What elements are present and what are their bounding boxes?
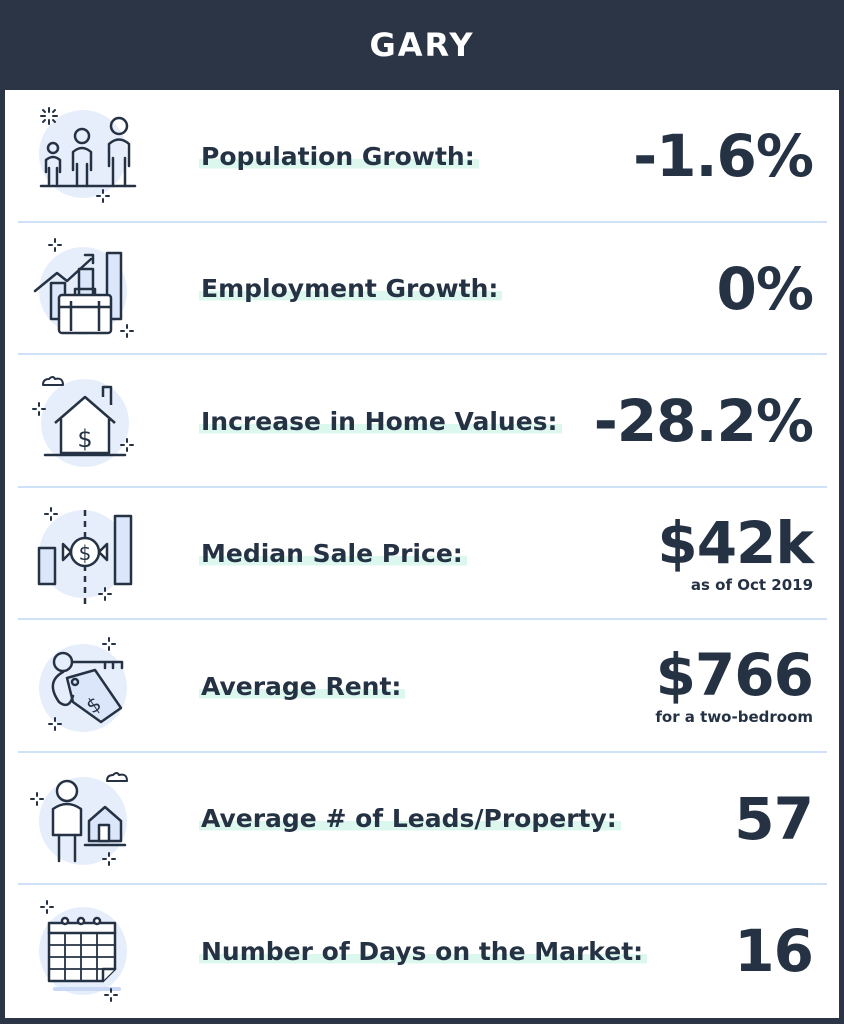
- svg-text:$: $: [79, 541, 92, 565]
- briefcase-chart-icon: [27, 235, 139, 343]
- people-icon: [27, 102, 139, 210]
- stat-note: as of Oct 2019: [690, 575, 813, 594]
- svg-text:$: $: [77, 425, 92, 453]
- stat-row-leads: Average # of Leads/Property: 57: [5, 753, 839, 886]
- stat-note: for a two-bedroom: [655, 708, 813, 727]
- stat-value: $42k: [657, 508, 814, 577]
- stat-row-median-price: $ Median Sale Price: $42k as of Oct 2019: [5, 488, 839, 621]
- stat-value: 0%: [716, 254, 814, 323]
- stat-value: -28.2%: [593, 387, 814, 456]
- stat-row-home-values: $ Increase in Home Values: -28.2%: [5, 355, 839, 488]
- house-dollar-icon: $: [27, 367, 139, 475]
- stat-row-employment: Employment Growth: 0%: [5, 223, 839, 356]
- calendar-icon: [27, 897, 139, 1005]
- stat-label: Population Growth:: [199, 141, 479, 171]
- stat-value: $766: [655, 641, 814, 710]
- stat-value-group: $766 for a two-bedroom: [655, 641, 814, 727]
- stat-value-group: 0%: [716, 254, 814, 323]
- header: GARY: [0, 0, 844, 90]
- stat-value: 57: [734, 784, 814, 853]
- stat-label: Employment Growth:: [199, 274, 503, 304]
- stat-label: Median Sale Price:: [199, 539, 467, 569]
- stat-label: Average Rent:: [199, 671, 406, 701]
- stat-value-group: -28.2%: [593, 387, 814, 456]
- stat-label: Increase in Home Values:: [199, 406, 562, 436]
- stat-value-group: $42k as of Oct 2019: [657, 508, 814, 594]
- stat-row-population: Population Growth: -1.6%: [5, 90, 839, 223]
- person-house-icon: [27, 765, 139, 873]
- key-tag-icon: $: [27, 632, 139, 740]
- page-title: GARY: [369, 26, 475, 64]
- stat-label: Number of Days on the Market:: [199, 936, 648, 966]
- stat-label: Average # of Leads/Property:: [199, 804, 621, 834]
- stat-row-average-rent: $ Average Rent: $766 for a two-bedroom: [5, 620, 839, 753]
- stat-value-group: 57: [734, 784, 814, 853]
- stat-value: -1.6%: [633, 122, 814, 191]
- stats-panel: Population Growth: -1.6%: [5, 90, 839, 1018]
- stat-value: 16: [734, 917, 814, 986]
- stat-row-days-on-market: Number of Days on the Market: 16: [5, 885, 839, 1018]
- stat-value-group: 16: [734, 917, 814, 986]
- stat-value-group: -1.6%: [633, 122, 814, 191]
- exchange-chart-icon: $: [27, 500, 139, 608]
